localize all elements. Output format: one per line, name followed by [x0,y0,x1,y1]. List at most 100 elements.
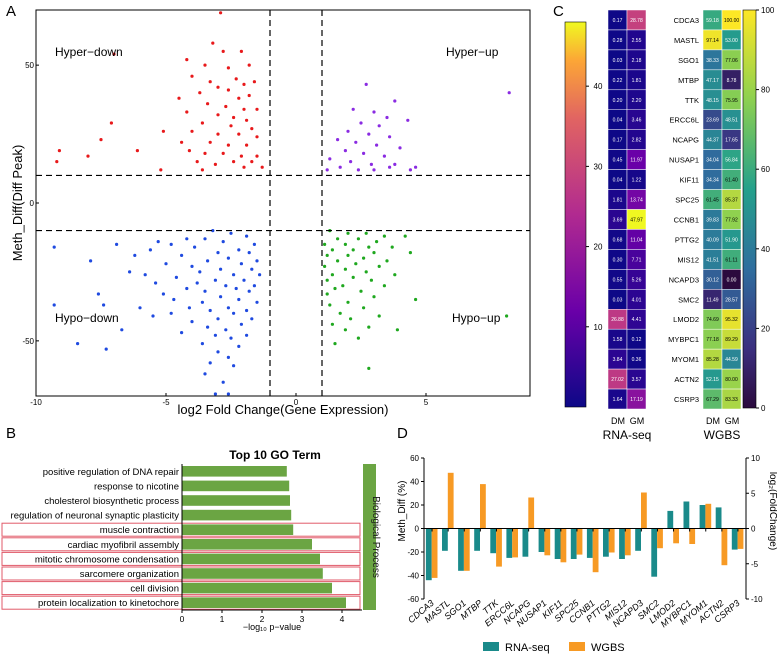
scatter-point-hypo-up [346,231,350,235]
wgbs-col-dm: DM [706,416,720,426]
scatter-point-hyper-up [351,107,355,111]
gene-label: PTTG2 [675,235,699,244]
gene-label: NCAPD3 [669,275,699,284]
scatter-point-hypo-up [364,231,368,235]
scatter-point-hyper-down [187,149,191,153]
panel-d-letter: D [397,425,408,442]
dual-bar-left-tick-label: -20 [407,548,419,557]
heatmap-cell-value: 23.69 [706,118,719,124]
wgbs-bar [689,528,696,544]
scatter-point-hypo-up [408,251,412,255]
heatmap-cell-value: 0.30 [613,257,623,263]
gene-label: ERCC6L [669,116,699,125]
scatter-point-hypo-up [351,248,355,252]
scatter-point-hypo-up [330,248,334,252]
scatter-point-hypo-down [250,317,254,321]
rna-seq-bar [554,528,561,559]
scatter-point-hypo-up [336,259,340,263]
scatter-point-hyper-up [369,162,373,166]
go-bar [182,539,312,550]
scatter-point-hypo-up [356,336,360,340]
scatter-point-hyper-down [195,160,199,164]
scatter-point-hyper-up [346,129,350,133]
panel-b-letter: B [6,425,16,442]
heatmap-cell-value: 17.19 [630,397,643,403]
dual-bar-left-tick-label: 0 [415,525,420,534]
scatter-point-hypo-down [148,248,152,252]
heatmap-cell-value: 89.29 [725,337,738,343]
scatter-point-hypo-up [325,292,329,296]
rna-col-gm: GM [630,416,645,426]
scatter-y-tick-label: 0 [30,199,35,208]
rna-seq-bar [442,528,448,551]
scatter-point-hypo-down [219,295,223,299]
wgbs-colorbar-ticks: 0 20 40 60 80 100 [756,6,775,413]
scatter-point-hyper-up [406,118,410,122]
scatter-point-hypo-up [349,317,353,321]
scatter-point-hyper-down [135,149,139,153]
go-bar [182,568,323,579]
go-highlight-box [1,522,361,537]
scatter-point-hyper-down [198,91,202,95]
scatter-point-hypo-down [213,278,217,282]
scatter-point-hypo-down [169,242,173,246]
go-term-label: cholesterol biosynthetic process [44,496,179,507]
scatter-point-hypo-down [208,308,212,313]
scatter-point-hypo-up [369,278,373,282]
heatmap-cell-value: 2.18 [632,58,642,64]
heatmap-cell-value: 3.69 [613,217,623,223]
scatter-point-hypo-down [174,275,178,279]
scatter-point-hypo-down [245,234,249,238]
scatter-point-hyper-down [213,162,217,166]
heatmap-cell-value: 61.40 [725,178,738,184]
wgbs-bar [737,528,744,549]
scatter-point-hyper-down [255,135,259,139]
gene-label: MTBP [678,76,699,85]
scatter-point-hypo-up [333,342,337,346]
wgbs-colorbar-tick-label: 60 [761,165,770,174]
scatter-point-hypo-up [393,273,397,277]
go-x-tick-label: 1 [220,614,225,624]
scatter-point-hypo-down [255,259,259,263]
rna-seq-bar [506,528,513,558]
go-x-ticks: 0 1 2 3 4 [180,610,345,624]
scatter-point-hypo-down [232,311,236,315]
heatmap-cell-value: 1.22 [632,178,642,184]
scatter-point-hyper-down [232,115,236,120]
scatter-point-hypo-down [102,303,106,307]
scatter-point-hypo-down [213,392,217,396]
scatter-point-hypo-down [216,317,220,321]
scatter-point-hypo-down [52,245,56,249]
rna-seq-bar [715,507,722,529]
scatter-point-hypo-down [239,322,243,326]
gene-label: SGO1 [678,56,699,65]
scatter-point-hypo-down [245,308,249,313]
go-bar [182,553,320,565]
go-bar [182,480,290,492]
rna-colorbar-tick-label: 30 [594,162,603,171]
scatter-point-hyper-up [372,168,376,172]
go-term-label: regulation of neuronal synaptic plastici… [11,511,180,522]
wgbs-colorbar-tick-label: 0 [761,404,766,413]
go-bar [182,597,346,608]
heatmap-cell-value: 0.28 [613,38,623,44]
scatter-point-hypo-down [242,278,246,282]
scatter-point-hypo-up [328,303,332,307]
scatter-point-hyper-down [208,80,212,84]
scatter-point-hypo-up [330,273,334,277]
go-term-label: mitotic chromosome condensation [35,554,179,565]
go-term-label: cardiac myofibril assembly [68,540,180,551]
heatmap-cell-value: 28.57 [725,297,738,303]
go-term-label: muscle contraction [100,525,179,536]
heatmap-cell-value: 1.81 [613,198,623,204]
scatter-point-hypo-down [255,300,259,304]
rna-seq-bar [474,528,480,551]
gene-label: SMC2 [678,295,699,304]
dual-bar-right-tick-label: -10 [751,595,763,604]
scatter-point-hypo-up [367,366,371,370]
heatmap-cell-value: 3.46 [632,118,642,124]
rna-seq-bar [586,528,593,558]
scatter-point-hyper-up [325,168,329,172]
scatter-point-hypo-down [245,333,249,337]
